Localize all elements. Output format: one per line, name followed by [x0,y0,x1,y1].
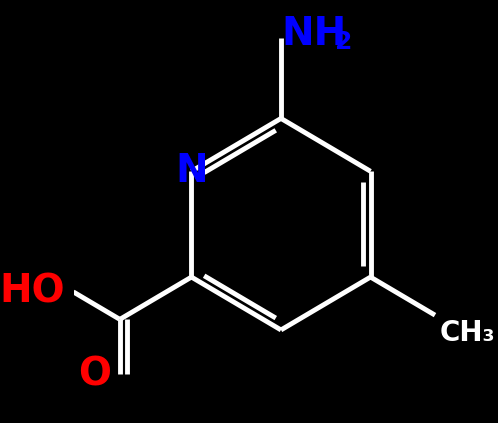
Text: NH: NH [281,15,346,53]
Text: 2: 2 [335,30,352,54]
Text: O: O [79,355,112,393]
Text: N: N [175,152,208,190]
Text: CH₃: CH₃ [439,319,495,347]
Text: HO: HO [0,273,65,311]
